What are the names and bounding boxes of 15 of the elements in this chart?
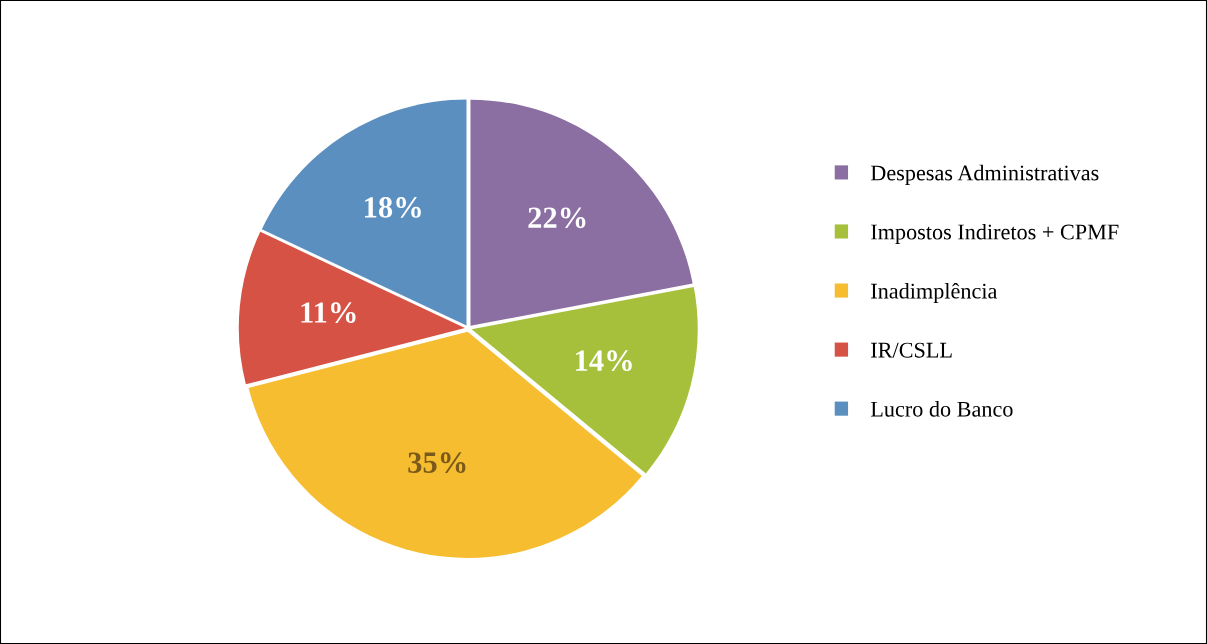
pie-slice: [470, 99, 693, 326]
legend-label: Despesas Administrativas: [870, 164, 1099, 185]
legend-label: IR/CSLL: [871, 342, 952, 358]
legend-label: Inadimplência: [871, 282, 998, 304]
legend-label: Lucro do Banco: [870, 401, 1013, 417]
data-label: 14%: [576, 350, 632, 372]
pie-slice: [261, 99, 467, 326]
data-label: 35%: [408, 452, 466, 474]
data-label: 11%: [301, 302, 356, 323]
pie-slice: [238, 231, 465, 385]
legend-label: Impostos Indiretos + CPMF: [871, 223, 1119, 245]
pie-slice: [248, 331, 642, 558]
data-label: 22%: [528, 207, 586, 229]
pie-slice: [471, 286, 698, 474]
data-label: 18%: [365, 197, 421, 218]
